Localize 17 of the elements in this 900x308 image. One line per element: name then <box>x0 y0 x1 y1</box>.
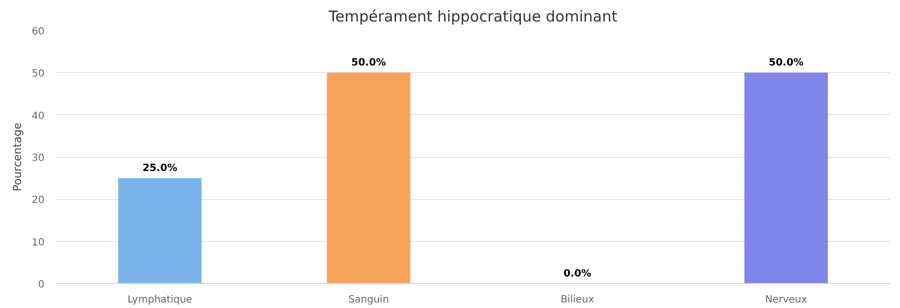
x-tick-label: Sanguin <box>348 294 389 306</box>
data-label: 50.0% <box>768 58 804 69</box>
x-tick-label: Bilieux <box>560 294 594 306</box>
y-tick-label: 60 <box>32 26 45 38</box>
y-tick-label: 50 <box>32 68 45 80</box>
y-tick-label: 10 <box>32 237 45 248</box>
y-tick-label: 40 <box>32 110 45 122</box>
y-axis-title: Pourcentage <box>10 122 24 192</box>
y-tick-label: 30 <box>32 153 45 164</box>
chart-title: Tempérament hippocratique dominant <box>328 8 618 26</box>
x-tick-label: Nerveux <box>765 294 808 306</box>
data-label: 25.0% <box>142 163 178 174</box>
x-tick-label: Lymphatique <box>128 294 192 306</box>
y-tick-label: 0 <box>38 280 45 290</box>
data-label: 0.0% <box>564 268 592 280</box>
data-label: 50.0% <box>351 58 386 69</box>
y-tick-label: 20 <box>32 195 45 206</box>
